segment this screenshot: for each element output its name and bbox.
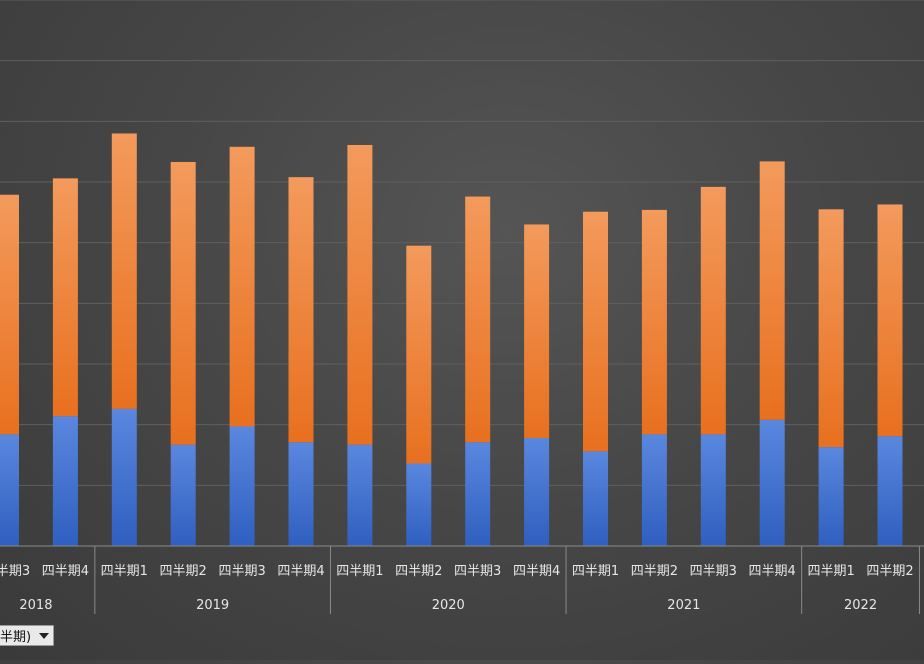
year-group-label: 2022 [844, 598, 877, 613]
bar-segment-top[interactable] [170, 161, 196, 445]
bar-segment-top[interactable] [700, 186, 726, 435]
field-button-label: 四半期) [0, 630, 32, 645]
bar-segment-top[interactable] [641, 209, 667, 435]
bar-segment-bottom[interactable] [818, 447, 844, 546]
bar-segment-bottom[interactable] [288, 442, 314, 546]
bar-segment-top[interactable] [818, 209, 844, 448]
year-group-label: 2019 [196, 598, 229, 613]
bar-segment-top[interactable] [52, 178, 78, 417]
bar-segment-top[interactable] [524, 224, 550, 439]
bar-segment-bottom[interactable] [52, 416, 78, 546]
bar-segment-bottom[interactable] [583, 451, 608, 546]
bar-segment-top[interactable] [0, 194, 19, 435]
category-tick-label: 四半期4 [42, 564, 89, 579]
field-filter-button[interactable]: 四半期) [0, 625, 55, 646]
bar-segment-bottom[interactable] [170, 444, 196, 546]
category-tick-label: 四半期4 [513, 564, 560, 579]
category-tick-label: 四半期4 [749, 564, 796, 579]
bar-segment-top[interactable] [759, 161, 785, 420]
category-tick-label: 四半期3 [690, 564, 737, 579]
bar-segment-top[interactable] [347, 144, 373, 445]
year-group-label: 2018 [19, 598, 52, 613]
bar-segment-bottom[interactable] [641, 434, 667, 546]
dropdown-arrow-icon [39, 632, 50, 639]
category-tick-label: 四半期4 [277, 564, 324, 579]
category-tick-label: 四半期3 [454, 564, 501, 579]
category-tick-label: 四半期3 [218, 564, 265, 579]
category-tick-label: 四半期3 [0, 564, 30, 579]
bar-segment-top[interactable] [229, 146, 255, 427]
category-tick-label: 四半期1 [807, 564, 854, 579]
bar-segment-bottom[interactable] [0, 434, 19, 546]
category-tick-label: 四半期2 [631, 564, 678, 579]
bar-segment-top[interactable] [288, 177, 314, 443]
category-tick-label: 四半期1 [336, 564, 383, 579]
bars [0, 133, 903, 546]
bar-segment-bottom[interactable] [465, 442, 491, 546]
category-tick-label: 四半期2 [866, 564, 913, 579]
bar-segment-top[interactable] [406, 245, 432, 464]
bar-segment-bottom[interactable] [229, 426, 255, 546]
bar-segment-bottom[interactable] [759, 419, 785, 546]
gridlines [0, 0, 924, 486]
bar-segment-bottom[interactable] [347, 444, 373, 546]
bar-segment-top[interactable] [583, 211, 608, 452]
bar-segment-bottom[interactable] [877, 436, 903, 546]
bar-segment-top[interactable] [877, 204, 903, 437]
bar-segment-bottom[interactable] [700, 434, 726, 546]
bar-segment-bottom[interactable] [524, 438, 550, 546]
bar-segment-top[interactable] [111, 133, 137, 409]
category-tick-label: 四半期2 [395, 564, 442, 579]
category-axis: 四半期3 四半期4 四半期1 四半期2 四半期3 四半期4 四半期1 四半期2 四半期3 四半期4… [0, 545, 924, 614]
category-tick-label: 四半期1 [101, 564, 148, 579]
category-tick-label: 四半期1 [572, 564, 619, 579]
bar-segment-bottom[interactable] [406, 463, 432, 546]
bar-segment-top[interactable] [465, 196, 491, 443]
bar-segment-bottom[interactable] [111, 408, 137, 546]
year-group-label: 2020 [432, 598, 465, 613]
category-tick-label: 四半期2 [160, 564, 207, 579]
year-group-label: 2021 [667, 598, 700, 613]
